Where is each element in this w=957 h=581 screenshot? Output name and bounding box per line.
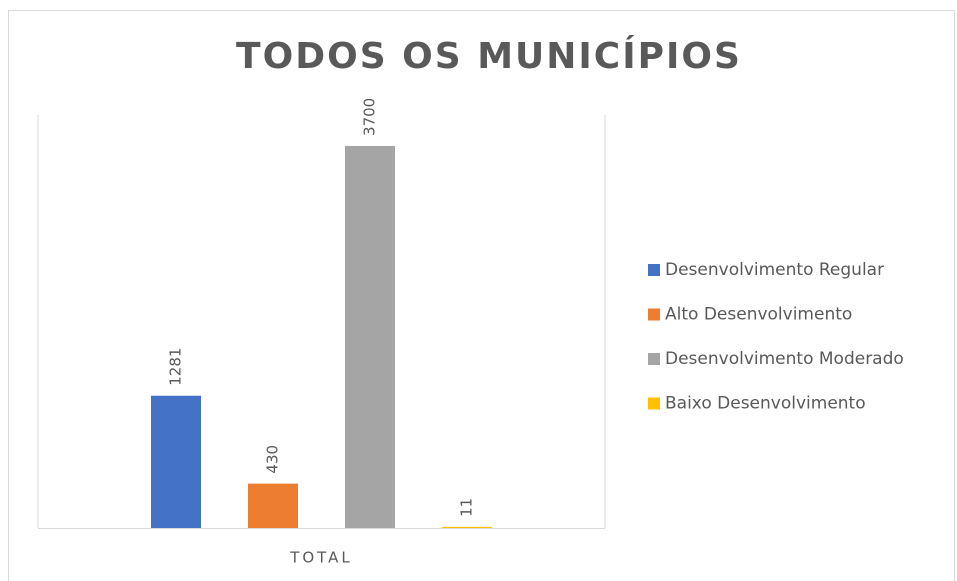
- bar: [345, 145, 395, 528]
- data-label: 3700: [361, 98, 379, 136]
- legend-label: Desenvolvimento Regular: [665, 260, 884, 280]
- legend-label: Baixo Desenvolvimento: [665, 394, 866, 414]
- legend-label: Desenvolvimento Moderado: [665, 349, 904, 369]
- chart-border: [8, 10, 955, 581]
- bar: [151, 395, 201, 528]
- data-label: 430: [264, 445, 282, 474]
- legend-label: Alto Desenvolvimento: [665, 305, 852, 325]
- data-label: 1281: [167, 348, 185, 386]
- legend-swatch: [648, 397, 660, 410]
- chart-title: TODOS OS MUNICÍPIOS: [236, 35, 742, 77]
- bar: [248, 483, 298, 528]
- bar: [442, 526, 492, 528]
- legend-swatch: [648, 308, 660, 321]
- legend-swatch: [648, 264, 660, 276]
- x-tick-label: TOTAL: [289, 549, 353, 567]
- data-label: 11: [458, 498, 476, 517]
- legend-swatch: [648, 353, 660, 365]
